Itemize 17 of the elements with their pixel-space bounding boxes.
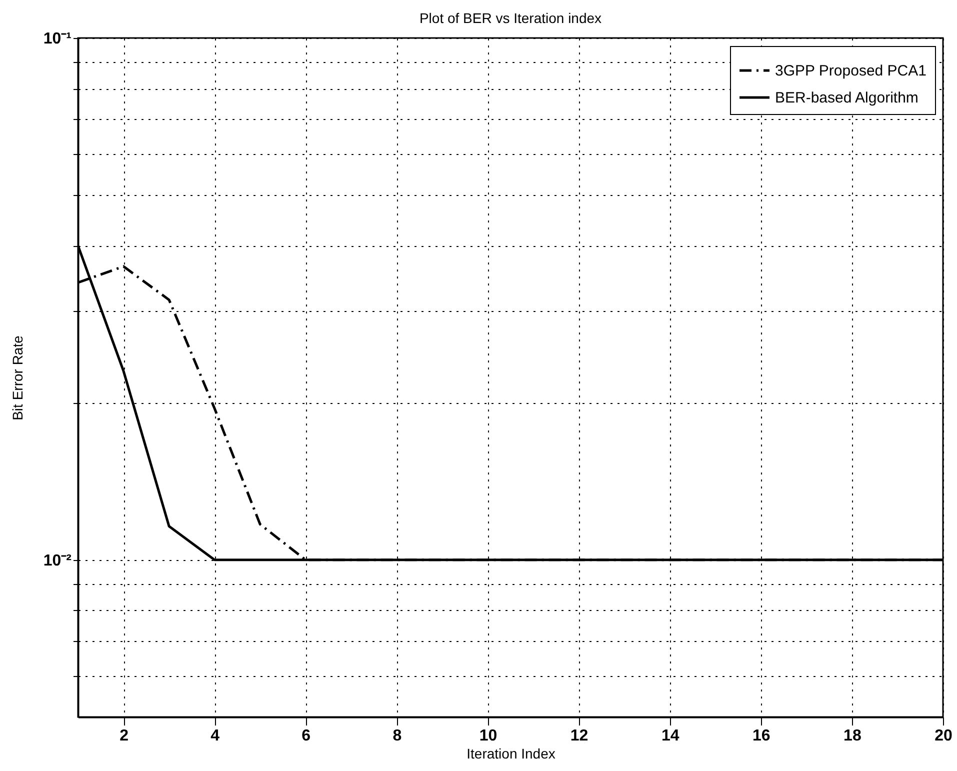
y-tick-label: 10⁻² [43,552,72,570]
x-tick-label: 20 [934,728,952,744]
chart-title: Plot of BER vs Iteration index [419,10,602,26]
x-tick-label: 16 [752,728,770,744]
y-axis-title: Bit Error Rate [9,335,26,420]
legend-label: 3GPP Proposed PCA1 [775,62,926,80]
y-tick-label: 10⁻¹ [43,30,72,48]
x-axis-title: Iteration Index [466,746,556,762]
x-tick-label: 2 [120,728,129,744]
x-tick-label: 6 [302,728,311,744]
x-tick-label: 4 [210,728,220,744]
x-tick-label: 18 [844,728,862,744]
legend-label: BER-based Algorithm [775,90,918,106]
x-tick-label: 8 [392,728,402,744]
x-tick-label: 14 [661,728,680,744]
x-tick-label: 12 [570,728,588,744]
x-tick-label: 10 [479,728,498,744]
